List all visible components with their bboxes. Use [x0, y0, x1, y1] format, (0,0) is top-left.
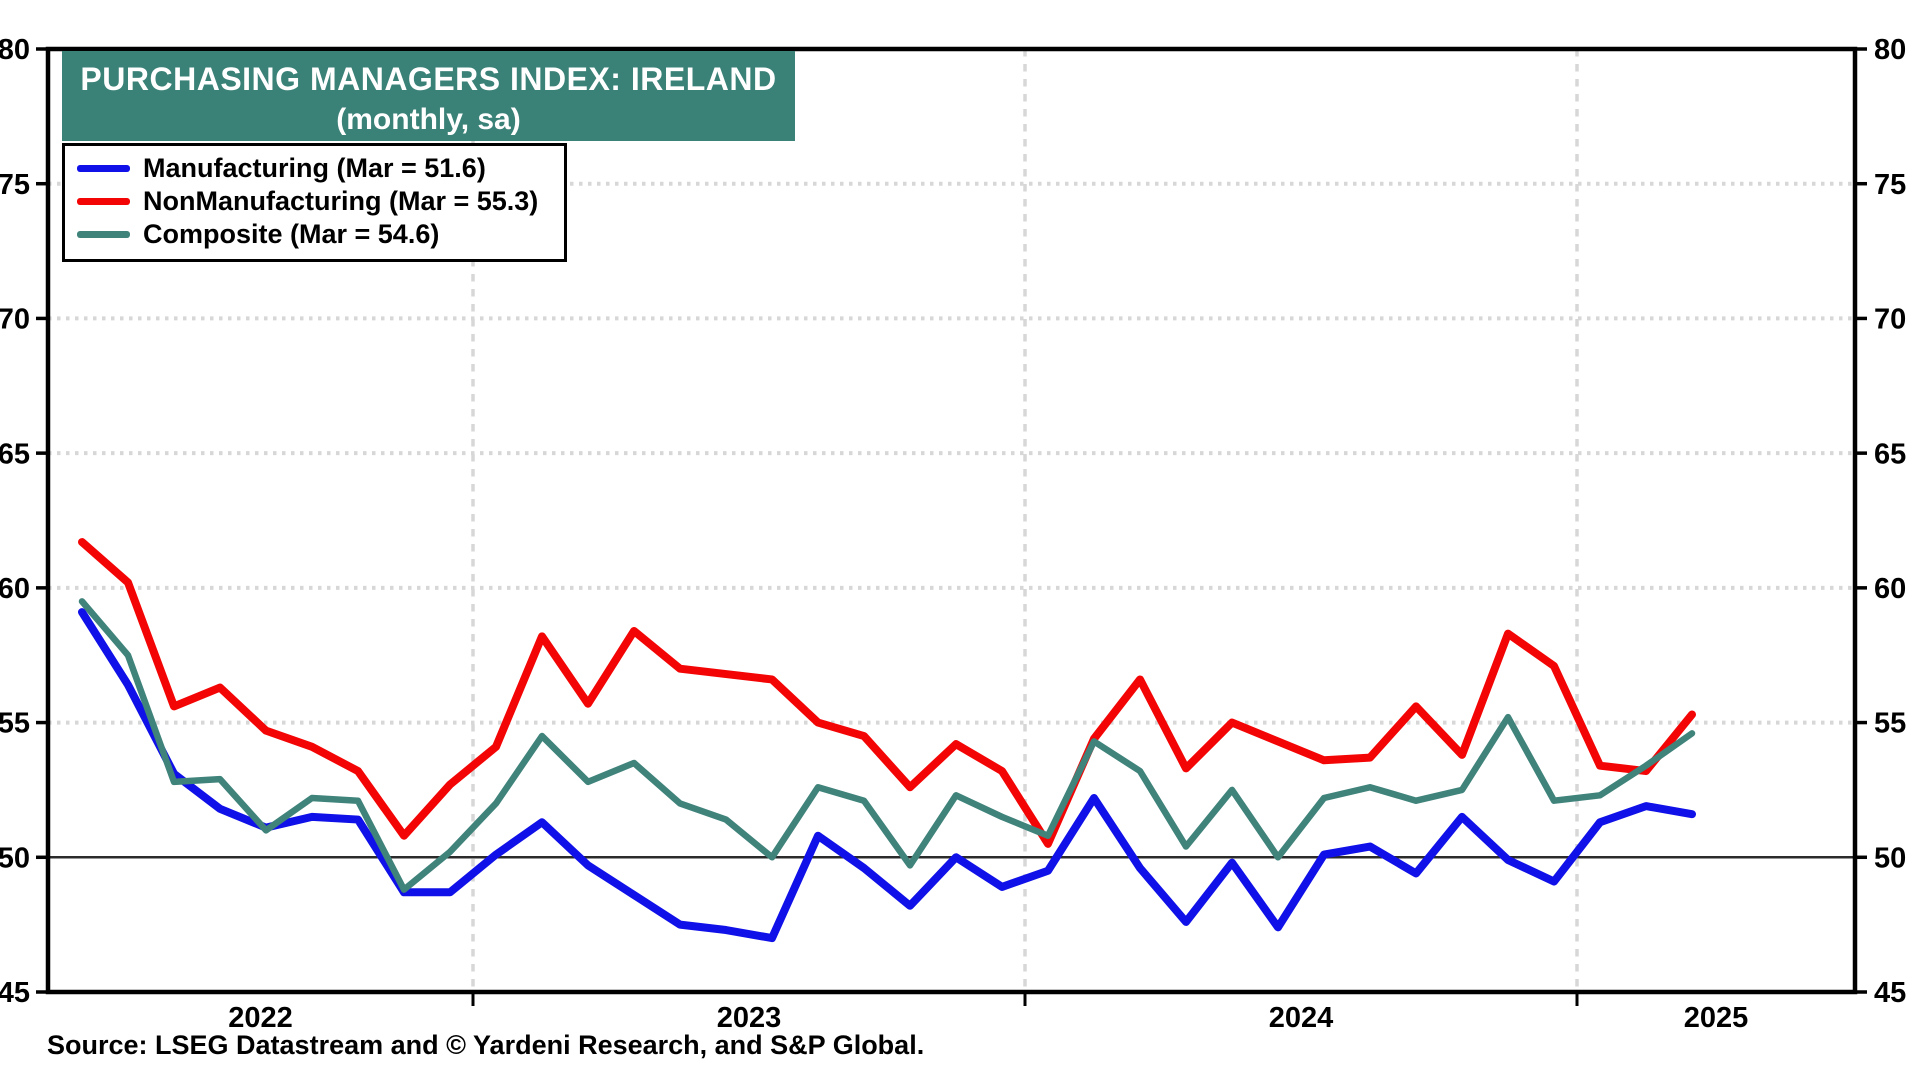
plot-frame: [45, 46, 1858, 995]
series-nonmanufacturing-line: [78, 538, 1696, 848]
chart-title: PURCHASING MANAGERS INDEX: IRELAND: [80, 61, 777, 97]
legend-item-composite: Composite (Mar = 54.6): [77, 218, 538, 251]
chart-subtitle: (monthly, sa): [336, 103, 521, 136]
chart-title-box: PURCHASING MANAGERS INDEX: IRELAND (mont…: [62, 51, 795, 141]
y-axis-label-left: 55: [0, 708, 30, 740]
series-composite-line: [78, 598, 1696, 893]
legend-label: Composite (Mar = 54.6): [143, 219, 440, 249]
source-attribution: Source: LSEG Datastream and © Yardeni Re…: [47, 1030, 925, 1060]
y-axis-label-left: 75: [0, 169, 30, 201]
legend-item-nonmanufacturing: NonManufacturing (Mar = 55.3): [77, 185, 538, 218]
y-axis-label-right: 80: [1874, 34, 1906, 66]
y-axis-label-right: 70: [1874, 304, 1906, 336]
y-axis-label-left: 70: [0, 304, 30, 336]
y-axis-label-left: 60: [0, 573, 30, 605]
y-axis-label-right: 55: [1874, 708, 1906, 740]
legend-item-manufacturing: Manufacturing (Mar = 51.6): [77, 152, 538, 185]
legend-label: NonManufacturing (Mar = 55.3): [143, 186, 539, 216]
y-axis-label-left: 80: [0, 34, 30, 66]
y-axis-label-right: 60: [1874, 573, 1906, 605]
composite-line-swatch: [77, 231, 130, 238]
legend-label: Manufacturing (Mar = 51.6): [143, 153, 486, 183]
nonmanufacturing-line-swatch: [77, 198, 130, 205]
x-axis-year-label: 2023: [717, 1002, 782, 1034]
legend: Manufacturing (Mar = 51.6) NonManufactur…: [62, 143, 568, 262]
x-axis-year-label: 2024: [1269, 1002, 1334, 1034]
y-axis-label-right: 50: [1874, 842, 1906, 874]
x-axis-year-label: 2022: [228, 1002, 293, 1034]
y-axis-label-right: 75: [1874, 169, 1906, 201]
y-axis-label-left: 65: [0, 438, 30, 470]
series-manufacturing-line: [78, 608, 1696, 943]
y-axis-label-left: 50: [0, 842, 30, 874]
x-axis-year-label: 2025: [1684, 1002, 1749, 1034]
y-axis-label-left: 45: [0, 977, 30, 1009]
manufacturing-line-swatch: [77, 165, 130, 172]
y-axis-label-right: 65: [1874, 438, 1906, 470]
y-axis-label-right: 45: [1874, 977, 1906, 1009]
